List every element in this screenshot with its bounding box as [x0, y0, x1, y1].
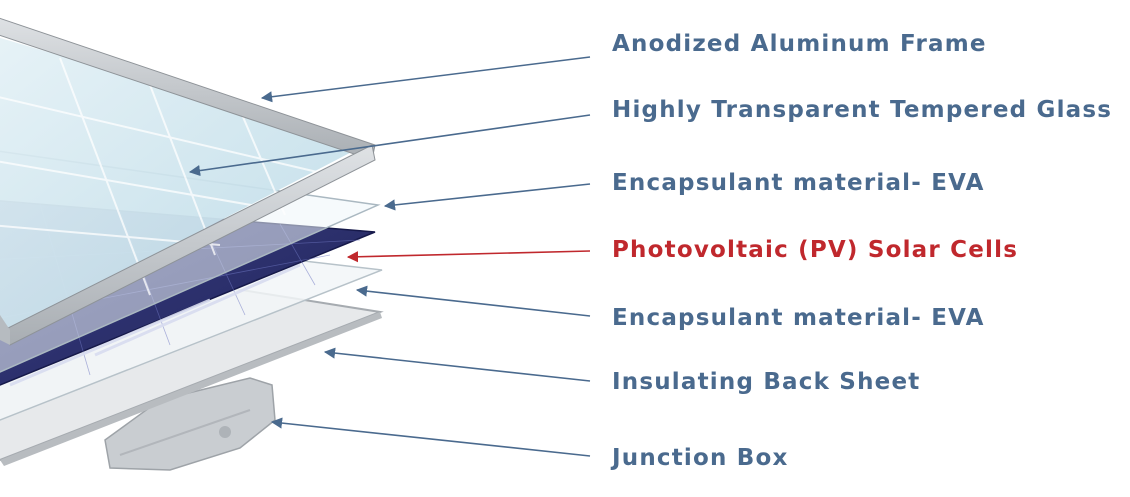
arrow-junction-box [270, 417, 591, 457]
arrow-eva-lower [355, 285, 591, 317]
label-back-sheet: Insulating Back Sheet [612, 369, 921, 395]
label-eva-upper: Encapsulant material- EVA [612, 170, 985, 196]
label-tempered-glass: Highly Transparent Tempered Glass [612, 97, 1113, 123]
label-pv-solar-cells: Photovoltaic (PV) Solar Cells [612, 237, 1019, 263]
arrow-glass [188, 114, 591, 177]
label-junction-box: Junction Box [612, 445, 789, 471]
label-eva-lower: Encapsulant material- EVA [612, 305, 985, 331]
aluminum-frame [0, 17, 376, 346]
back-sheet-edge [0, 312, 382, 466]
tempered-glass-layer [0, 37, 365, 330]
callout-arrows [188, 56, 591, 457]
label-aluminum-frame: Anodized Aluminum Frame [612, 31, 987, 57]
arrow-pv-cells [346, 250, 591, 263]
arrow-eva-upper [383, 183, 591, 211]
arrow-frame [260, 56, 591, 103]
arrow-back-sheet [323, 347, 591, 382]
